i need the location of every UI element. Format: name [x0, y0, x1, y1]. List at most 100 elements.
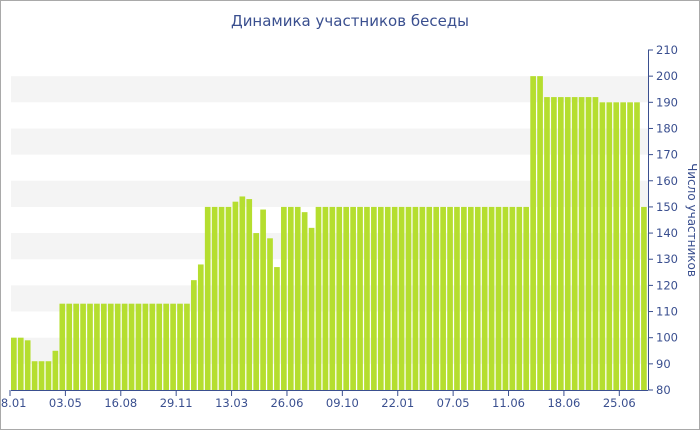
y-tick-label: 100 — [656, 331, 678, 345]
bar — [163, 303, 170, 390]
y-tick-label: 200 — [656, 69, 678, 83]
bar — [191, 280, 197, 390]
y-tick-label: 170 — [656, 148, 678, 162]
bar — [578, 97, 585, 390]
bar — [170, 303, 176, 390]
bar — [94, 303, 100, 390]
bar — [149, 303, 156, 390]
bar — [357, 206, 363, 390]
bar — [350, 206, 356, 390]
bar — [440, 206, 446, 390]
bar — [274, 267, 280, 390]
bar — [599, 102, 606, 390]
bar — [204, 206, 211, 390]
bar — [135, 303, 142, 390]
bar — [606, 102, 613, 390]
bar — [564, 97, 571, 390]
bar — [281, 206, 287, 390]
x-tick-label: 18.01 — [0, 396, 26, 410]
x-tick-label: 13.03 — [215, 396, 248, 410]
bar — [551, 97, 557, 390]
bar — [523, 206, 530, 390]
bar — [107, 303, 114, 390]
bar — [225, 206, 232, 390]
chart-title: Динамика участников беседы — [230, 12, 470, 30]
bar — [66, 303, 73, 390]
bar — [38, 361, 45, 390]
bar — [17, 337, 24, 390]
y-tick-label: 120 — [656, 278, 678, 292]
x-tick-label: 29.11 — [160, 396, 193, 410]
bar — [73, 303, 79, 390]
x-tick-label: 11.06 — [492, 396, 525, 410]
y-tick-label: 130 — [656, 252, 678, 266]
bar — [253, 233, 260, 390]
bar — [495, 206, 502, 390]
bar — [11, 337, 17, 390]
bar — [474, 206, 481, 390]
bar — [156, 303, 163, 390]
bar — [218, 206, 225, 390]
bar — [329, 206, 336, 390]
bar — [287, 206, 294, 390]
bar — [592, 97, 599, 390]
bar — [433, 206, 440, 390]
bar — [634, 102, 640, 390]
y-tick-label: 160 — [656, 174, 678, 188]
bar — [232, 201, 239, 390]
bar — [467, 206, 474, 390]
y-tick-label: 190 — [656, 95, 678, 109]
bar — [322, 206, 329, 390]
y-tick-label: 90 — [656, 357, 671, 371]
bar — [128, 303, 135, 390]
y-tick-label: 110 — [656, 305, 678, 319]
bar — [121, 303, 128, 390]
bar — [246, 199, 253, 390]
bar — [481, 206, 488, 390]
bar — [405, 206, 412, 390]
y-tick-label: 140 — [656, 226, 678, 240]
x-tick-label: 26.06 — [270, 396, 303, 410]
bars — [11, 76, 647, 391]
bar — [45, 361, 52, 390]
bar — [537, 76, 543, 391]
x-tick-label: 03.05 — [49, 396, 82, 410]
x-tick-label: 18.06 — [547, 396, 580, 410]
bar — [260, 209, 266, 390]
bar — [87, 303, 93, 390]
bar — [59, 303, 66, 390]
bar — [391, 206, 398, 390]
bar — [336, 206, 343, 390]
bar — [384, 206, 391, 390]
bar — [267, 238, 273, 390]
bar — [343, 206, 350, 390]
bar — [294, 206, 301, 390]
bar — [101, 303, 107, 390]
x-tick-label: 09.10 — [326, 396, 359, 410]
bar — [184, 303, 190, 390]
bar — [197, 264, 204, 390]
axes: 80 90 100 110 120 130 140 150 160 170 180 190 200 210… — [0, 43, 678, 410]
bar — [419, 206, 426, 390]
bar — [516, 206, 523, 390]
bar — [142, 303, 149, 390]
bar — [114, 303, 121, 390]
bar — [371, 206, 377, 390]
bar — [426, 206, 433, 390]
bar — [509, 206, 516, 390]
bar — [398, 206, 405, 390]
bar — [620, 102, 626, 390]
bar — [530, 76, 536, 391]
bar — [364, 206, 370, 390]
y-tick-label: 210 — [656, 43, 678, 57]
bar — [308, 227, 315, 390]
bar — [177, 303, 183, 390]
bar — [447, 206, 453, 390]
bar — [412, 206, 419, 390]
bar — [571, 97, 578, 390]
bar — [502, 206, 509, 390]
bar — [461, 206, 467, 390]
bar — [31, 361, 38, 390]
bar — [627, 102, 633, 390]
